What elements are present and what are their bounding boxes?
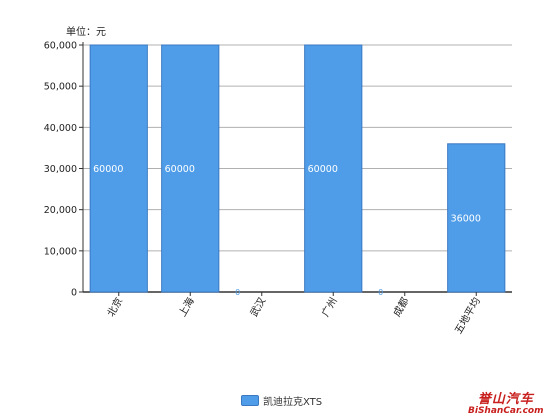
- bar: [89, 44, 148, 293]
- x-tick-label: 北京: [104, 295, 125, 319]
- data-label: 60000: [93, 164, 123, 175]
- x-tick-label: 广州: [319, 296, 339, 319]
- unit-label: 单位：元: [66, 27, 106, 38]
- data-label: 0: [235, 288, 240, 297]
- y-tick-label: 40,000: [44, 123, 77, 134]
- y-tick-label: 60,000: [44, 41, 77, 52]
- y-tick-label: 20,000: [44, 205, 77, 216]
- data-label: 60000: [165, 164, 195, 175]
- y-tick-label: 50,000: [44, 82, 77, 93]
- bar: [447, 143, 506, 293]
- y-tick-label: 0: [71, 288, 77, 299]
- data-label: 60000: [308, 164, 338, 175]
- x-tick-label: 上海: [176, 295, 197, 319]
- legend[interactable]: 凯迪拉克XTS: [241, 393, 322, 408]
- x-tick-label: 成都: [391, 296, 411, 319]
- y-tick-label: 30,000: [44, 164, 77, 175]
- watermark-logo: 誉山汽车 BiShanCar.com: [468, 388, 543, 416]
- legend-label: 凯迪拉克XTS: [263, 397, 323, 408]
- watermark-subtitle: BiShanCar.com: [468, 406, 544, 416]
- data-label: 36000: [451, 213, 481, 224]
- bar: [304, 44, 363, 293]
- legend-swatch: [241, 395, 259, 406]
- x-tick-label: 五地平均: [452, 295, 483, 336]
- watermark-title: 誉山汽车: [477, 392, 534, 407]
- bar: [161, 44, 220, 293]
- x-tick-label: 武汉: [247, 295, 268, 319]
- y-tick-label: 10,000: [44, 246, 77, 257]
- data-label: 0: [378, 288, 383, 297]
